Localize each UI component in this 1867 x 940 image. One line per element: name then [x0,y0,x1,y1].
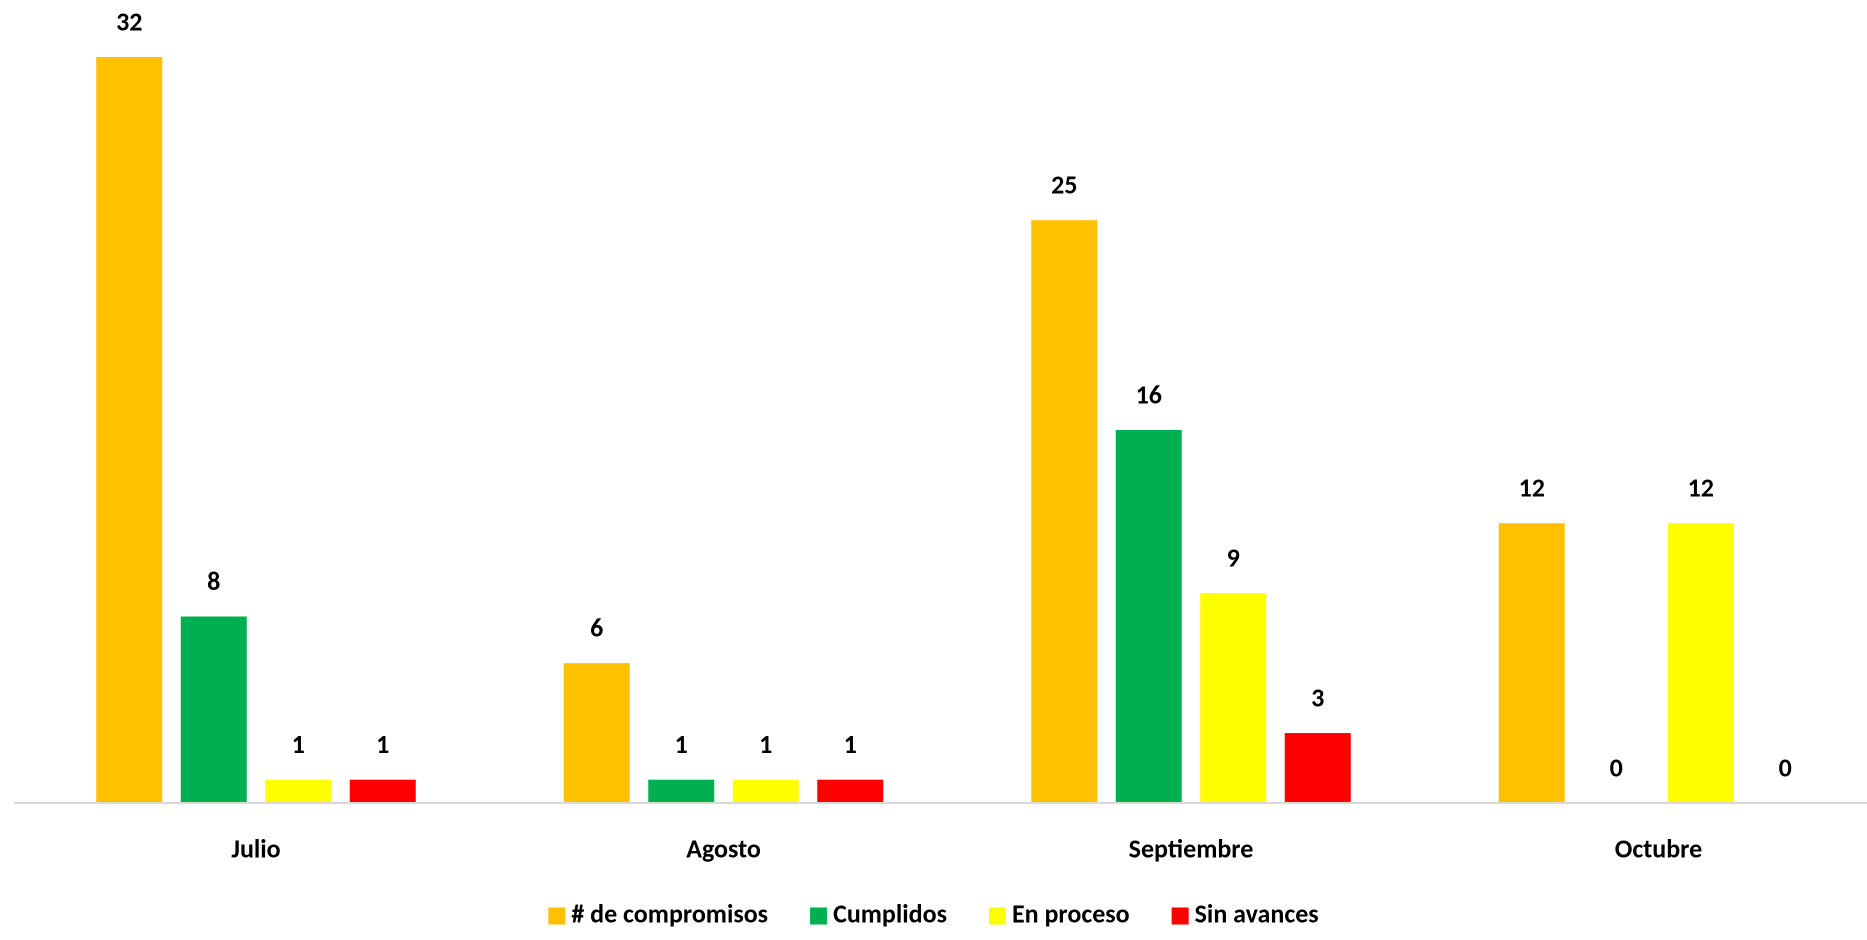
legend-label: # de compromisos [571,897,768,929]
data-label: 1 [376,728,389,760]
bar [563,663,630,803]
bar [349,779,416,803]
legend-swatch [810,907,828,925]
data-label: 32 [116,5,142,37]
data-label: 9 [1227,541,1240,573]
x-tick-label: Septiembre [1129,832,1254,864]
data-label: 1 [292,728,305,760]
data-label: 8 [207,565,220,597]
legend-label: En proceso [1012,897,1130,929]
data-label: 1 [759,728,772,760]
bar [648,779,715,803]
data-label: 12 [1519,472,1545,504]
data-label: 1 [844,728,857,760]
bar [1667,523,1734,803]
bar [1284,733,1351,803]
legend-label: Cumplidos [833,897,947,929]
data-label: 12 [1688,472,1714,504]
bar [1115,430,1182,803]
x-tick-label: Octubre [1615,832,1702,864]
legend-swatch [988,907,1006,925]
bar [1498,523,1565,803]
x-tick-label: Agosto [686,832,761,864]
legend-swatch [548,907,566,925]
data-label: 16 [1136,378,1162,410]
bar [732,779,799,803]
bar [265,779,332,803]
data-label: 0 [1610,751,1623,783]
legend-swatch [1171,907,1189,925]
bar [180,616,247,803]
data-label: 25 [1051,168,1077,200]
legend-label: Sin avances [1195,897,1319,929]
data-label: 0 [1779,751,1792,783]
data-label: 1 [675,728,688,760]
bar [817,779,884,803]
data-label: 6 [590,611,603,643]
bar [1200,593,1267,803]
data-label: 3 [1311,681,1324,713]
x-tick-label: Julio [231,832,280,864]
bar [96,57,163,803]
bar [1031,220,1098,803]
